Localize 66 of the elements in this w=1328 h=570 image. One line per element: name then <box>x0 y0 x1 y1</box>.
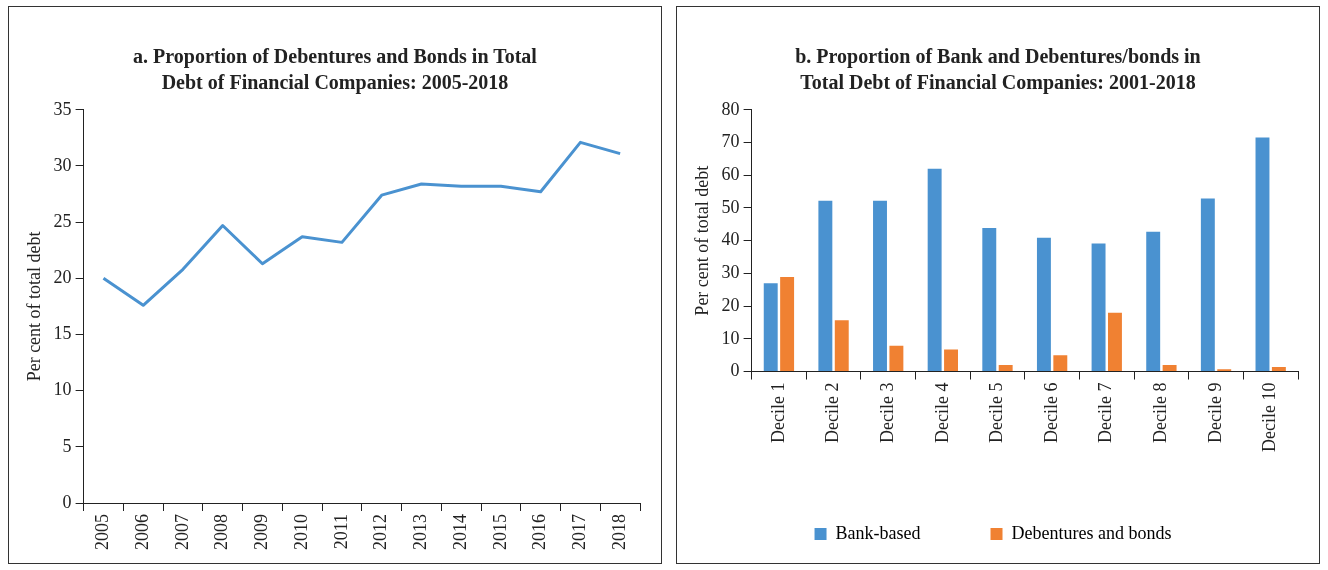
y-tick-label: 20 <box>721 294 740 315</box>
y-tick-label: 20 <box>53 267 72 288</box>
chart-title: a. Proportion of Debentures and Bonds in Total Debt of Financial Companies: 2005-2018 <box>132 44 538 95</box>
x-tick-label: Decile 7 <box>1095 382 1116 443</box>
y-tick-label: 5 <box>62 435 72 456</box>
x-tick-label: Decile 6 <box>1040 382 1061 443</box>
y-tick-label: 50 <box>721 196 740 217</box>
x-tick-label: 2015 <box>489 514 510 550</box>
bar <box>1053 355 1068 372</box>
bar <box>1091 243 1106 372</box>
bar <box>998 364 1013 372</box>
bar <box>818 200 833 372</box>
bar <box>982 227 997 372</box>
y-tick-label: 60 <box>721 163 740 184</box>
x-tick-label: Decile 10 <box>1259 382 1280 452</box>
y-tick-label: 80 <box>721 98 740 119</box>
y-tick-label: 35 <box>53 98 72 119</box>
x-tick-label: 2014 <box>449 514 470 550</box>
y-tick-label: 40 <box>721 229 740 250</box>
bar <box>1162 364 1177 372</box>
bar <box>1255 137 1270 372</box>
x-tick-label: 2012 <box>370 514 391 550</box>
bar <box>834 320 849 372</box>
x-tick-label: 2008 <box>211 514 232 550</box>
bar <box>1036 237 1051 372</box>
bar <box>780 276 795 372</box>
x-tick-label: 2005 <box>92 514 113 550</box>
y-axis-title: Per cent of total debt <box>23 231 44 382</box>
x-tick-label: Decile 3 <box>876 382 897 443</box>
legend-label: Debentures and bonds <box>1011 522 1172 543</box>
bar <box>763 283 778 372</box>
x-tick-label: 2010 <box>290 514 311 550</box>
bar <box>1107 312 1122 372</box>
bar <box>927 168 942 372</box>
y-axis-title: Per cent of total debt <box>691 165 712 316</box>
legend-label: Bank-based <box>835 522 921 543</box>
x-tick-label: 2017 <box>569 514 590 550</box>
y-tick-label: 0 <box>62 491 72 512</box>
y-tick-label: 10 <box>721 327 740 348</box>
x-tick-label: 2006 <box>131 514 152 550</box>
y-tick-label: 30 <box>721 262 740 283</box>
x-tick-label: 2011 <box>330 514 351 550</box>
bar <box>1200 198 1215 372</box>
y-tick-label: 0 <box>730 360 740 381</box>
x-tick-label: 2016 <box>529 514 550 550</box>
x-tick-label: Decile 9 <box>1204 382 1225 443</box>
x-tick-label: Decile 1 <box>767 382 788 443</box>
chart-title: b. Proportion of Bank and Debentures/bonds in Total Debt of Financial Companies: 2001-2018 <box>794 44 1202 95</box>
y-tick-label: 30 <box>53 154 72 175</box>
bar <box>944 349 958 372</box>
bar <box>873 200 887 372</box>
x-tick-label: 2007 <box>171 514 192 550</box>
x-tick-label: 2018 <box>608 514 629 550</box>
y-tick-label: 15 <box>53 323 72 344</box>
x-tick-label: Decile 5 <box>986 382 1007 443</box>
x-tick-label: 2009 <box>251 514 272 550</box>
x-tick-label: Decile 8 <box>1150 382 1171 443</box>
bar <box>1271 366 1286 372</box>
bar <box>889 345 904 372</box>
bar <box>1146 231 1161 372</box>
y-tick-label: 10 <box>53 379 72 400</box>
x-tick-label: Decile 4 <box>931 382 952 443</box>
x-tick-label: Decile 2 <box>822 382 843 443</box>
y-tick-label: 25 <box>53 210 72 231</box>
y-tick-label: 70 <box>721 131 740 152</box>
x-tick-label: 2013 <box>410 514 431 550</box>
